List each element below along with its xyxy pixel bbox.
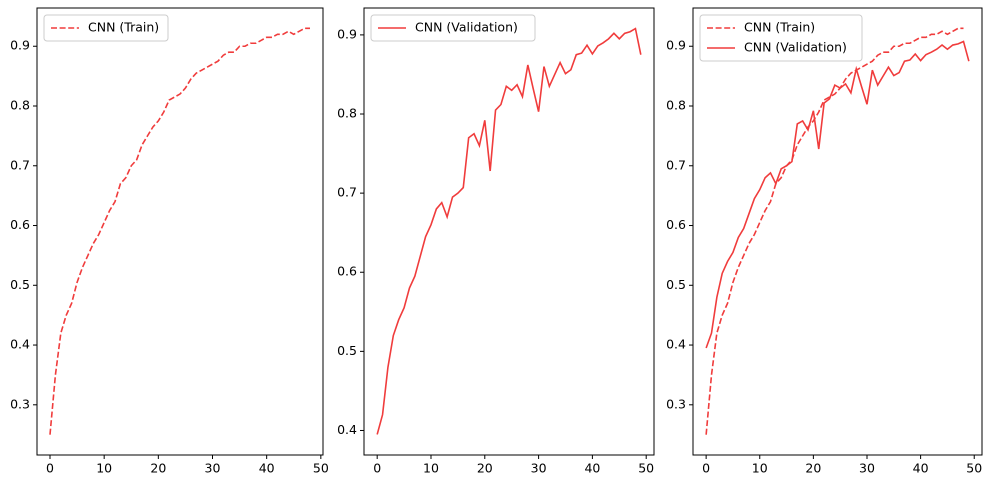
- x-tick-label: 50: [638, 461, 654, 476]
- x-tick-label: 20: [150, 461, 166, 476]
- y-tick-label: 0.9: [666, 38, 686, 53]
- x-tick-label: 10: [96, 461, 112, 476]
- line-series: [705, 27, 964, 435]
- y-tick-label: 0.4: [666, 337, 686, 352]
- x-tick-label: 20: [477, 461, 493, 476]
- axes-frame: [36, 7, 324, 456]
- y-tick-label: 0.4: [10, 337, 30, 352]
- legend-box: [370, 14, 536, 42]
- x-tick-label: 50: [313, 461, 329, 476]
- x-tick-label: 30: [859, 461, 875, 476]
- line-series: [376, 27, 642, 435]
- y-tick-label: 0.7: [666, 157, 686, 172]
- y-tick-label: 0.8: [10, 98, 30, 113]
- x-tick-label: 0: [702, 461, 710, 476]
- y-tick-label: 0.6: [666, 217, 686, 232]
- legend-box: [699, 14, 863, 62]
- x-tick-label: 10: [752, 461, 768, 476]
- y-tick-label: 0.7: [10, 157, 30, 172]
- legend: CNN (Validation): [370, 14, 536, 42]
- y-tick-label: 0.5: [10, 277, 30, 292]
- x-tick-label: 30: [531, 461, 547, 476]
- axes: 0 10 20 30 40 50 0.3 0.4 0.5 0.6 0.7 0.8 0.9 CNN (Tra…: [666, 7, 983, 476]
- y-tick-label: 0.9: [337, 26, 357, 41]
- x-tick-label: 40: [584, 461, 600, 476]
- axes: 0 10 20 30 40 50 0.4 0.5 0.6 0.7 0.8 0.9 CNN (Valida…: [337, 7, 655, 476]
- axes: 0 10 20 30 40 50 0.3 0.4 0.5 0.6 0.7 0.8 0.9 CNN (Tra…: [10, 7, 329, 476]
- line-series: [705, 40, 970, 349]
- x-tick-label: 0: [46, 461, 54, 476]
- y-tick-label: 0.7: [337, 185, 357, 200]
- y-tick-label: 0.8: [666, 98, 686, 113]
- y-tick-label: 0.3: [10, 396, 30, 411]
- legend: CNN (Train): [43, 14, 169, 42]
- x-tick-label: 40: [259, 461, 275, 476]
- x-tick-label: 0: [373, 461, 381, 476]
- legend-label: CNN (Validation): [744, 40, 847, 55]
- y-tick-label: 0.5: [337, 343, 357, 358]
- legend: CNN (Train) CNN (Validation): [699, 14, 863, 62]
- legend-box: [43, 14, 169, 42]
- y-tick-label: 0.8: [337, 106, 357, 121]
- x-tick-label: 20: [805, 461, 821, 476]
- axes-frame: [363, 7, 655, 456]
- y-tick-label: 0.6: [337, 264, 357, 279]
- y-tick-label: 0.6: [10, 217, 30, 232]
- legend-label: CNN (Train): [744, 20, 815, 35]
- legend-label: CNN (Validation): [415, 20, 518, 35]
- y-tick-label: 0.3: [666, 396, 686, 411]
- axes-frame: [692, 7, 983, 456]
- y-tick-label: 0.5: [666, 277, 686, 292]
- legend-label: CNN (Train): [88, 20, 159, 35]
- x-tick-label: 30: [205, 461, 221, 476]
- x-tick-label: 40: [913, 461, 929, 476]
- y-tick-label: 0.9: [10, 38, 30, 53]
- y-tick-label: 0.4: [337, 422, 357, 437]
- x-tick-label: 10: [423, 461, 439, 476]
- line-series: [49, 27, 310, 435]
- x-tick-label: 50: [966, 461, 982, 476]
